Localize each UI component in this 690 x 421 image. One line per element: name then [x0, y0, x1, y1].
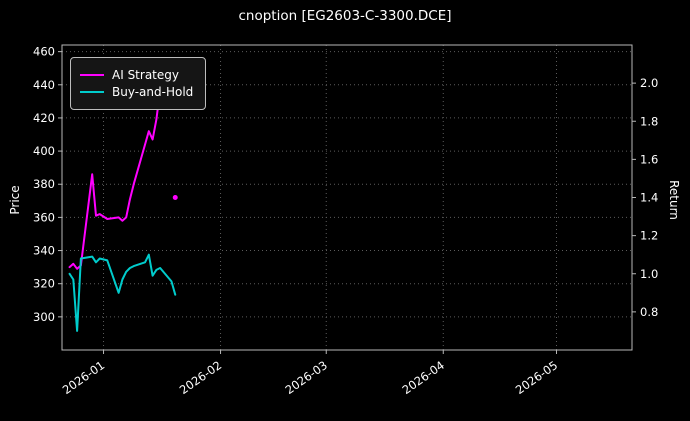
svg-text:340: 340: [33, 244, 55, 258]
ai-strategy-line-swatch: [80, 73, 104, 77]
svg-text:0.8: 0.8: [640, 305, 658, 319]
svg-text:1.0: 1.0: [640, 267, 658, 281]
legend-label-ai-strategy: AI Strategy: [112, 68, 179, 82]
trade-marker-dot: [172, 195, 178, 200]
svg-text:400: 400: [33, 144, 55, 158]
legend-item-ai-strategy: AI Strategy: [80, 68, 193, 82]
svg-text:1.6: 1.6: [640, 152, 658, 166]
buy-and-hold-line: [68, 253, 177, 332]
svg-text:320: 320: [33, 277, 55, 291]
svg-text:2026-01: 2026-01: [60, 358, 107, 397]
buy-and-hold-line-swatch: [80, 90, 104, 94]
legend-item-buy-and-hold: Buy-and-Hold: [80, 85, 193, 99]
svg-text:2026-05: 2026-05: [513, 358, 560, 397]
legend: AI Strategy Buy-and-Hold: [70, 57, 207, 110]
legend-label-buy-and-hold: Buy-and-Hold: [112, 85, 194, 99]
svg-text:360: 360: [33, 210, 55, 224]
svg-text:2026-04: 2026-04: [400, 358, 447, 397]
svg-text:1.8: 1.8: [640, 114, 658, 128]
svg-text:2026-03: 2026-03: [283, 358, 330, 397]
svg-text:440: 440: [33, 78, 55, 92]
svg-text:420: 420: [33, 111, 55, 125]
svg-text:2.0: 2.0: [640, 76, 658, 90]
svg-text:1.2: 1.2: [640, 229, 658, 243]
svg-text:460: 460: [33, 45, 55, 59]
svg-text:300: 300: [33, 310, 55, 324]
chart-title: cnoption [EG2603-C-3300.DCE]: [238, 8, 452, 24]
svg-text:2026-02: 2026-02: [177, 358, 224, 397]
svg-text:380: 380: [33, 177, 55, 191]
svg-text:1.4: 1.4: [640, 191, 658, 205]
ai-strategy-line: [68, 88, 162, 270]
